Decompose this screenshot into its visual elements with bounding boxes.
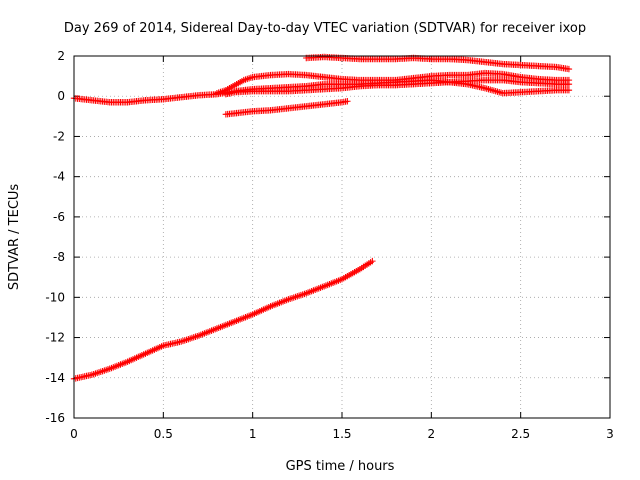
series-track-1 (70, 257, 376, 382)
x-axis-label: GPS time / hours (286, 459, 395, 474)
y-axis-label: SDTVAR / TECUs (7, 184, 22, 291)
y-tick-label: -8 (53, 250, 65, 264)
plot-frame (73, 55, 611, 419)
series-track-6 (222, 76, 573, 98)
y-tick-label: -4 (53, 170, 65, 184)
y-tick-label: 0 (57, 89, 65, 103)
y-tick-label: 2 (57, 49, 65, 63)
x-tick-label: 3 (606, 427, 614, 441)
y-tick-label: -2 (53, 129, 65, 143)
series-track-3 (213, 69, 573, 97)
data-point (565, 65, 573, 73)
data-point (344, 98, 351, 105)
y-tick-label: -16 (45, 411, 65, 425)
data-point (565, 86, 573, 94)
x-tick-label: 1.5 (332, 427, 351, 441)
y-tick-label: -14 (45, 371, 65, 385)
ticks-layer: 0 0.5 1 1.5 2 2.5 3 -16 -14 -12 -10 -8 -6 -4 -2 0 2 (45, 49, 613, 441)
x-tick-label: 0 (70, 427, 78, 441)
data-point (369, 257, 376, 265)
y-tick-label: -12 (45, 331, 65, 345)
grid-layer (74, 56, 610, 418)
points-layer (70, 53, 573, 382)
series-track-5 (303, 53, 573, 73)
x-tick-label: 2.5 (511, 427, 530, 441)
chart-title: Day 269 of 2014, Sidereal Day-to-day VTE… (64, 21, 586, 36)
x-tick-label: 0.5 (154, 427, 173, 441)
data-point (565, 80, 573, 88)
y-tick-label: -10 (45, 290, 65, 304)
x-tick-label: 1 (249, 427, 257, 441)
y-tick-label: -6 (53, 210, 65, 224)
x-tick-label: 2 (428, 427, 436, 441)
series-track-4 (222, 98, 351, 118)
